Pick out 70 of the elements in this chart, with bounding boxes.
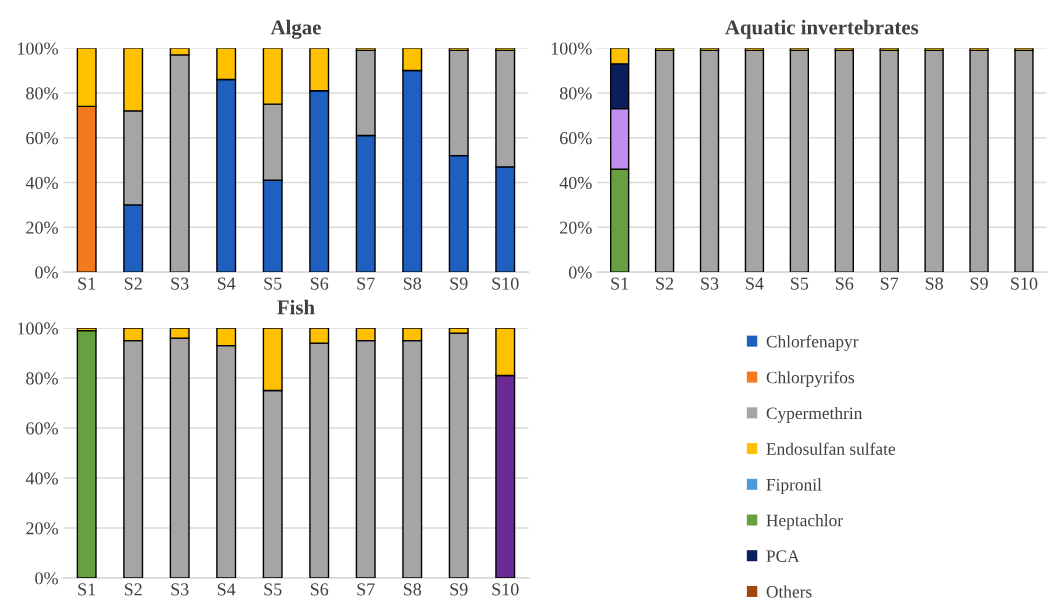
y-tick-label: 40% xyxy=(559,176,592,190)
x-tick-label: S9 xyxy=(970,277,988,290)
y-tick-label: 100% xyxy=(18,322,58,335)
x-tick-label: S10 xyxy=(492,583,519,596)
x-tick-label: S3 xyxy=(701,277,719,290)
legend-label: Others xyxy=(766,585,812,598)
x-tick-label: S6 xyxy=(310,583,329,596)
x-tick-label: S1 xyxy=(78,583,96,596)
x-tick-label: S2 xyxy=(656,277,674,290)
y-tick-label: 20% xyxy=(26,522,58,535)
legend-label: Heptachlor xyxy=(766,514,843,530)
bar xyxy=(699,49,720,273)
y-tick-label: 80% xyxy=(26,372,58,385)
bar xyxy=(879,49,899,273)
bar xyxy=(834,49,854,273)
y-tick-label: 60% xyxy=(26,422,58,435)
x-tick-label: S1 xyxy=(611,277,629,290)
x-tick-label: S7 xyxy=(357,277,375,290)
y-tick-label: 100% xyxy=(551,42,592,55)
y-tick-label: 20% xyxy=(560,221,592,234)
legend-label: Chlorfenapyr xyxy=(766,335,859,351)
y-tick-label: 100% xyxy=(18,42,58,55)
bar xyxy=(789,49,810,273)
bar xyxy=(1014,49,1034,273)
y-tick-label: 20% xyxy=(26,221,58,234)
y-tick-label: 80% xyxy=(559,87,592,100)
x-tick-label: S7 xyxy=(880,277,899,290)
x-tick-label: S9 xyxy=(450,583,468,596)
x-tick-label: S9 xyxy=(450,277,468,290)
x-tick-label: S5 xyxy=(264,277,282,290)
y-tick-label: 60% xyxy=(560,132,592,145)
bar xyxy=(924,49,944,273)
y-tick-label: 0% xyxy=(35,572,58,585)
chart-title: Fish xyxy=(277,299,315,315)
y-tick-label: 40% xyxy=(25,176,58,190)
x-tick-label: S8 xyxy=(403,277,422,290)
legend-label: Chlorpyrifos xyxy=(766,370,855,387)
bar xyxy=(744,49,765,273)
x-tick-label: S2 xyxy=(124,583,142,596)
chart-title: Aquatic invertebrates xyxy=(725,19,919,39)
x-tick-label: S10 xyxy=(1011,277,1038,290)
x-tick-label: S3 xyxy=(171,583,189,596)
y-tick-label: 60% xyxy=(26,132,58,145)
y-tick-label: 80% xyxy=(26,87,58,100)
y-tick-label: 0% xyxy=(35,266,58,279)
x-tick-label: S4 xyxy=(746,277,764,290)
bar xyxy=(76,329,97,578)
legend-label: Fipronil xyxy=(766,478,822,495)
chart-title: Algae xyxy=(270,19,321,39)
x-tick-label: S5 xyxy=(791,277,809,290)
x-tick-label: S8 xyxy=(925,277,943,290)
bar xyxy=(969,49,989,273)
legend-label: Endosulfan sulfate xyxy=(766,442,896,455)
x-tick-label: S10 xyxy=(492,277,519,290)
y-tick-label: 40% xyxy=(25,472,58,485)
bar xyxy=(654,49,675,273)
x-tick-label: S8 xyxy=(403,583,422,596)
y-tick-label: 0% xyxy=(568,266,592,279)
x-tick-label: S4 xyxy=(217,277,236,290)
bar xyxy=(448,332,469,578)
x-tick-label: S5 xyxy=(264,583,282,596)
x-tick-label: S6 xyxy=(835,277,854,290)
x-tick-label: S4 xyxy=(217,583,236,596)
x-tick-label: S7 xyxy=(357,583,375,596)
x-tick-label: S3 xyxy=(171,277,189,290)
legend-label: PCA xyxy=(766,550,800,563)
x-tick-label: S1 xyxy=(78,277,96,290)
legend-label: Cypermethrin xyxy=(766,406,863,423)
x-tick-label: S2 xyxy=(124,277,142,290)
x-tick-label: S6 xyxy=(310,277,329,290)
